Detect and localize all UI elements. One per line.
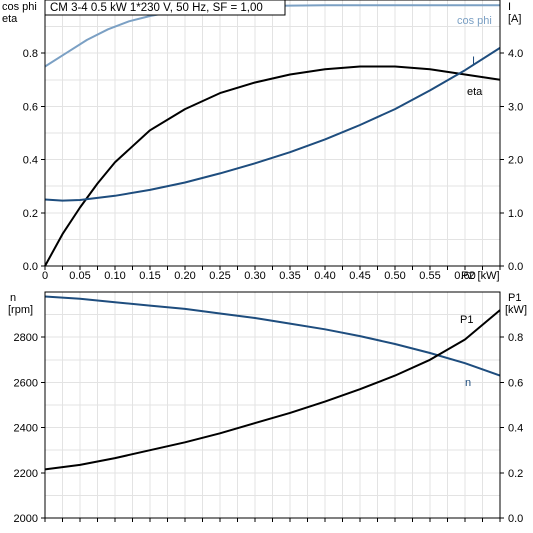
left-y-tick-label: 2000 — [14, 513, 38, 525]
bottom-right-axis-label-line2: [kW] — [505, 304, 527, 316]
left-y-tick-label: 2400 — [14, 423, 38, 435]
series-label-p1: P1 — [460, 314, 473, 326]
right-y-tick-label: 0.2 — [508, 468, 523, 480]
x-tick-label: 0.45 — [349, 270, 370, 282]
x-tick-label: 0.40 — [314, 270, 335, 282]
x-tick-label: 0 — [42, 270, 48, 282]
series-line-p1 — [44, 309, 501, 471]
x-tick-label: 0.55 — [419, 270, 440, 282]
top-panel: 0.0 0.2 0.4 0.6 0.8 0.0 1.0 2.0 3.0 4.0 0 0.05 0.10 0… — [2, 0, 523, 282]
left-y-tick-label: 2800 — [14, 332, 38, 344]
x-tick-label: 0.20 — [174, 270, 195, 282]
x-tick-label: 0.35 — [279, 270, 300, 282]
left-y-tick-label: 2200 — [14, 468, 38, 480]
left-y-tick-label: 0.8 — [23, 48, 38, 60]
bottom-right-axis-label-line1: P1 — [508, 292, 521, 304]
bottom-series-group — [44, 295, 501, 471]
right-y-tick-label: 3.0 — [508, 101, 523, 113]
x-tick-label: 0.05 — [69, 270, 90, 282]
x-tick-label: 0.30 — [244, 270, 265, 282]
right-y-tick-label: 0.4 — [508, 423, 523, 435]
left-y-tick-label: 0.0 — [23, 261, 38, 273]
top-right-axis-label-line1: I — [508, 1, 511, 13]
left-y-tick-label: 0.4 — [23, 155, 38, 167]
bottom-grid — [45, 292, 500, 518]
x-tick-label: 0.50 — [384, 270, 405, 282]
right-y-tick-label: 0.8 — [508, 332, 523, 344]
left-y-tick-label: 0.2 — [23, 208, 38, 220]
left-y-tick-label: 2600 — [14, 377, 38, 389]
x-tick-label: 0.15 — [139, 270, 160, 282]
chart-title: CM 3-4 0.5 kW 1*230 V, 50 Hz, SF = 1,00 — [50, 2, 263, 14]
right-y-tick-label: 0.6 — [508, 377, 523, 389]
series-label-eta: eta — [467, 86, 483, 98]
top-left-axis-label-line2: eta — [2, 13, 18, 25]
bottom-left-axis-label-line2: [rpm] — [8, 304, 33, 316]
series-label-current: I — [472, 55, 475, 67]
top-right-axis-label-line2: [A] — [508, 13, 521, 25]
bottom-left-axis-label-line1: n — [10, 292, 16, 304]
series-line-eta — [44, 65, 501, 267]
top-tick-labels: 0.0 0.2 0.4 0.6 0.8 0.0 1.0 2.0 3.0 4.0 0 0.05 0.10 0… — [23, 48, 524, 282]
series-label-n: n — [465, 377, 471, 389]
x-tick-label: 0.25 — [209, 270, 230, 282]
top-grid — [45, 0, 500, 266]
x-tick-label: 0.10 — [104, 270, 125, 282]
left-y-tick-label: 0.6 — [23, 101, 38, 113]
right-y-tick-label: 4.0 — [508, 48, 523, 60]
right-y-tick-label: 2.0 — [508, 155, 523, 167]
bottom-panel: 2000 2200 2400 2600 2800 0.0 0.2 0.4 0.6 0.8 n [r… — [8, 291, 527, 525]
series-line-n — [44, 295, 501, 377]
x-axis-label: P2 [kW] — [461, 270, 500, 282]
x-tick-label: 0.60 — [454, 270, 475, 282]
series-label-cos-phi: cos phi — [457, 15, 492, 27]
right-y-tick-label: 0.0 — [508, 513, 523, 525]
series-line-i — [44, 47, 501, 202]
top-left-axis-label-line1: cos phi — [2, 1, 37, 13]
title-box — [44, 0, 286, 16]
bottom-tick-labels: 2000 2200 2400 2600 2800 0.0 0.2 0.4 0.6 0.8 — [14, 332, 524, 525]
right-y-tick-label: 1.0 — [508, 208, 523, 220]
right-y-tick-label: 0.0 — [508, 261, 523, 273]
